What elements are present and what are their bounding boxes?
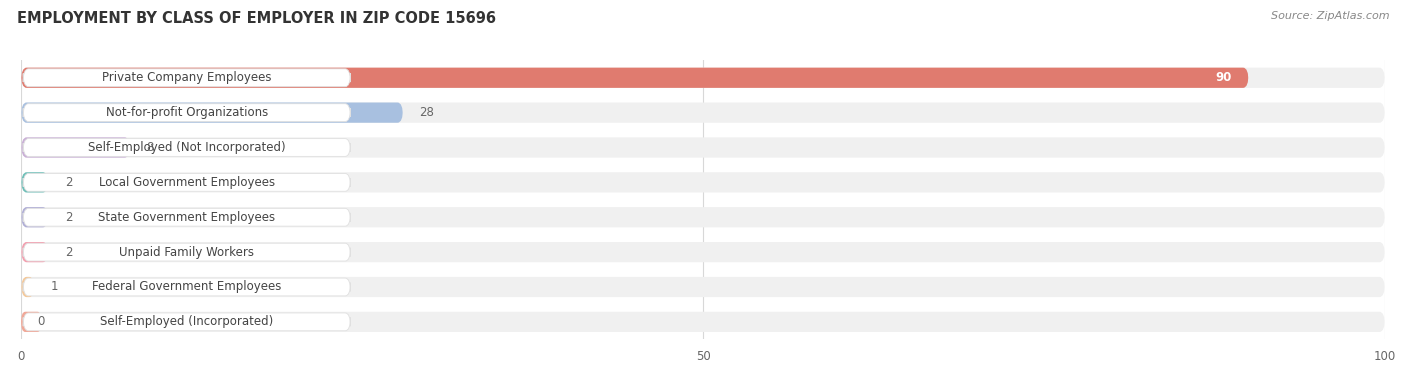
- Text: Self-Employed (Incorporated): Self-Employed (Incorporated): [100, 316, 273, 328]
- FancyBboxPatch shape: [21, 137, 1385, 158]
- FancyBboxPatch shape: [21, 277, 35, 297]
- Text: 28: 28: [419, 106, 434, 119]
- Text: Local Government Employees: Local Government Employees: [98, 176, 274, 189]
- FancyBboxPatch shape: [21, 172, 1385, 193]
- Text: Unpaid Family Workers: Unpaid Family Workers: [120, 246, 254, 259]
- Text: Not-for-profit Organizations: Not-for-profit Organizations: [105, 106, 269, 119]
- FancyBboxPatch shape: [21, 137, 131, 158]
- FancyBboxPatch shape: [21, 103, 404, 123]
- Text: 8: 8: [146, 141, 153, 154]
- Text: Self-Employed (Not Incorporated): Self-Employed (Not Incorporated): [89, 141, 285, 154]
- FancyBboxPatch shape: [21, 277, 1385, 297]
- FancyBboxPatch shape: [21, 172, 48, 193]
- Text: 2: 2: [65, 211, 72, 224]
- Text: State Government Employees: State Government Employees: [98, 211, 276, 224]
- FancyBboxPatch shape: [21, 242, 1385, 262]
- FancyBboxPatch shape: [22, 313, 350, 331]
- FancyBboxPatch shape: [22, 208, 350, 226]
- Text: Source: ZipAtlas.com: Source: ZipAtlas.com: [1271, 11, 1389, 21]
- FancyBboxPatch shape: [21, 103, 1385, 123]
- FancyBboxPatch shape: [22, 69, 350, 87]
- Text: Private Company Employees: Private Company Employees: [103, 71, 271, 84]
- FancyBboxPatch shape: [22, 139, 350, 156]
- Text: 0: 0: [38, 316, 45, 328]
- Text: Federal Government Employees: Federal Government Employees: [93, 280, 281, 293]
- FancyBboxPatch shape: [21, 312, 1385, 332]
- Text: EMPLOYMENT BY CLASS OF EMPLOYER IN ZIP CODE 15696: EMPLOYMENT BY CLASS OF EMPLOYER IN ZIP C…: [17, 11, 496, 26]
- Text: 90: 90: [1216, 71, 1232, 84]
- FancyBboxPatch shape: [22, 104, 350, 121]
- FancyBboxPatch shape: [21, 207, 48, 227]
- Text: 2: 2: [65, 176, 72, 189]
- FancyBboxPatch shape: [22, 278, 350, 296]
- FancyBboxPatch shape: [21, 67, 1385, 88]
- FancyBboxPatch shape: [21, 67, 1249, 88]
- FancyBboxPatch shape: [21, 207, 1385, 227]
- FancyBboxPatch shape: [22, 243, 350, 261]
- FancyBboxPatch shape: [22, 173, 350, 191]
- Text: 1: 1: [51, 280, 59, 293]
- FancyBboxPatch shape: [21, 312, 42, 332]
- Text: 2: 2: [65, 246, 72, 259]
- FancyBboxPatch shape: [21, 242, 48, 262]
